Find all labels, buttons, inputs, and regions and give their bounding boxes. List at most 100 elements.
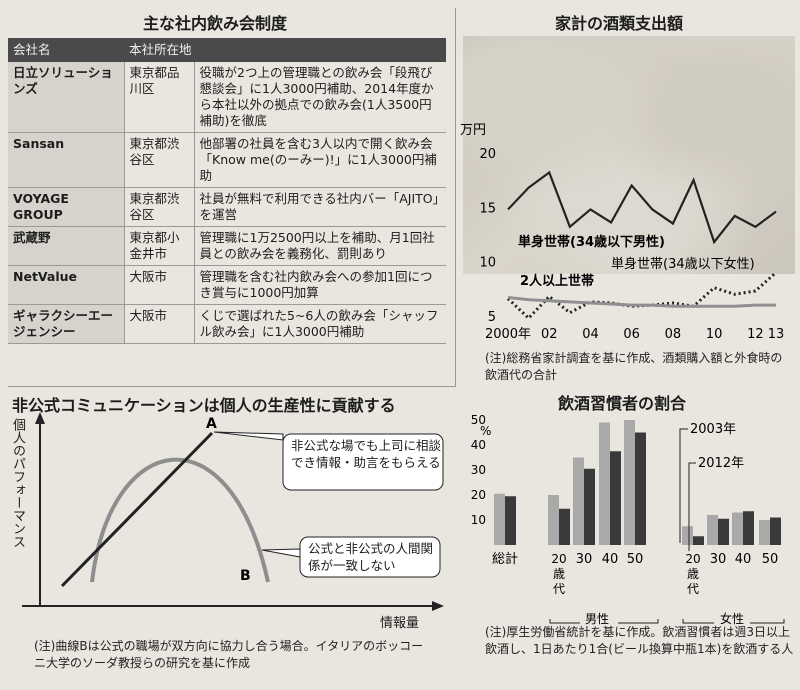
- x-axis-label: 情報量: [380, 616, 420, 631]
- company-cell: ギャラクシーエージェンシー: [8, 304, 124, 344]
- bar-2003年-3: [599, 422, 610, 545]
- bar-2003年-5: [682, 526, 693, 545]
- bar-2003年-8: [759, 520, 770, 545]
- y-tick-label: 10: [479, 256, 496, 271]
- header-location: 本社所在地: [124, 38, 446, 62]
- bar-2003年-0: [494, 493, 505, 545]
- y-tick-label: 20: [479, 147, 496, 162]
- bar-y-unit: %: [480, 424, 491, 438]
- table-row: 武蔵野 東京都小金井市 管理職に1万2500円以上を補助、月1回社員との飲み会を義務…: [8, 226, 446, 266]
- bar-2003年-1: [548, 495, 559, 545]
- location-cell: 大阪市: [123, 304, 195, 344]
- x-tick-label: 12: [747, 327, 764, 342]
- callout-b: [299, 536, 441, 578]
- table-row: Sansan 東京都渋谷区 他部署の社員を含む3人以内で開く飲み会「Know me(…: [8, 132, 446, 188]
- description-cell: 他部署の社員を含む3人以内で開く飲み会「Know me(のーみー)!」に1人30…: [194, 132, 446, 188]
- bar-2003年-7: [732, 512, 743, 545]
- bar-2012年-3: [610, 451, 621, 545]
- curve-b: [90, 457, 270, 583]
- series-label-single-male: 単身世帯(34歳以下男性): [518, 234, 665, 250]
- company-cell: 武蔵野: [8, 226, 124, 266]
- series-single-male: [507, 170, 777, 245]
- x-tick-label: 10: [706, 327, 723, 342]
- productivity-title: 非公式コミュニケーションは個人の生産性に貢献する: [12, 396, 396, 415]
- table-row: ギャラクシーエージェンシー 大阪市 くじで選ばれた5~6人の飲み会「シャッフル飲み会…: [8, 304, 446, 344]
- series-two-plus: [507, 296, 776, 308]
- bar-x-label: 30: [710, 552, 727, 567]
- company-cell: 日立ソリューションズ: [8, 62, 124, 133]
- y-unit-label: 万円: [460, 123, 486, 138]
- location-cell: 東京都渋谷区: [123, 187, 195, 227]
- table-header-row: 会社名 本社所在地: [8, 38, 446, 62]
- bar-y-tick-label: 10: [471, 513, 486, 527]
- location-cell: 大阪市: [123, 265, 195, 305]
- header-company: 会社名: [8, 38, 124, 62]
- company-cell: NetValue: [8, 265, 124, 305]
- description-cell: くじで選ばれた5~6人の飲み会「シャッフル飲み会」に1人3000円補助: [194, 304, 446, 344]
- x-tick-label: 06: [623, 327, 640, 342]
- bar-x-label: 20 歳代: [551, 552, 566, 596]
- expense-note: (注)総務省家計調査を基に作成、酒類購入額と外食時の飲酒代の合計: [485, 351, 783, 382]
- productivity-note: (注)曲線Bは公式の職場が双方向に協力し合う場合。イタリアのボッコーニ大学のソー…: [34, 639, 424, 670]
- company-table: 会社名 本社所在地 日立ソリューションズ 東京都品川区 役職が2つ上の管理職との飲み…: [8, 38, 446, 344]
- table-row: NetValue 大阪市 管理職を含む社内飲み会への参加1回につき賞与に1000円加…: [8, 265, 446, 305]
- bar-2012年-2: [584, 468, 595, 545]
- line-a: [60, 431, 214, 588]
- x-tick-label: 04: [582, 327, 599, 342]
- y-tick-label: 5: [488, 310, 496, 325]
- y-axis-label: 個人のパフォーマンス: [10, 418, 25, 548]
- bar-x-label: 20 歳代: [685, 552, 700, 596]
- legend-2012: 2012年: [698, 456, 744, 471]
- drinking-title: 飲酒習慣者の割合: [558, 394, 687, 413]
- bar-2012年-7: [743, 511, 754, 545]
- bar-x-label: 40: [735, 552, 752, 567]
- table-row: VOYAGE GROUP 東京都渋谷区 社員が無料で利用できる社内バー「AJITO」…: [8, 187, 446, 227]
- x-tick-label: 02: [541, 327, 558, 342]
- callout-b-text: 公式と非公式の人間関係が一致しない: [308, 541, 434, 573]
- bar-2003年-4: [624, 420, 635, 545]
- expense-line-chart: 5 10 15 20 2000年 02 04 06 08 10 12 13 万円 単身世帯(34歳以…: [460, 123, 785, 342]
- location-cell: 東京都小金井市: [123, 226, 195, 266]
- bar-2012年-5: [693, 536, 704, 545]
- location-cell: 東京都品川区: [123, 62, 195, 133]
- bar-2012年-8: [770, 517, 781, 545]
- divider-horizontal: [8, 386, 456, 387]
- legend-2003: 2003年: [690, 422, 736, 437]
- table-row: 日立ソリューションズ 東京都品川区 役職が2つ上の管理職との飲み会「段飛び懇談会」に…: [8, 62, 446, 133]
- description-cell: 管理職に1万2500円以上を補助、月1回社員との飲み会を義務化、罰則あり: [194, 226, 446, 266]
- bar-2012年-4: [635, 432, 646, 545]
- table-title: 主な社内飲み会制度: [143, 14, 288, 33]
- company-cell: Sansan: [8, 132, 124, 188]
- group-label-male: 男性: [585, 612, 609, 626]
- drinking-note: (注)厚生労働省統計を基に作成。飲酒習慣者は週3日以上飲酒し、1日あたり1合(ビ…: [485, 625, 794, 656]
- bar-2012年-6: [718, 518, 729, 545]
- bar-x-label: 50: [627, 552, 644, 567]
- bar-2012年-1: [559, 508, 570, 545]
- y-tick-label: 15: [479, 201, 496, 216]
- productivity-diagram: A B: [22, 412, 444, 611]
- series-label-single-female: 単身世帯(34歳以下女性): [611, 256, 755, 272]
- x-tick-label: 08: [665, 327, 682, 342]
- description-cell: 社員が無料で利用できる社内バー「AJITO」を運営: [194, 187, 446, 227]
- callout-a: [282, 433, 444, 491]
- bar-x-label: 50: [762, 552, 779, 567]
- x-tick-label: 2000年: [485, 327, 531, 342]
- bar-y-tick-label: 40: [471, 438, 486, 452]
- description-cell: 役職が2つ上の管理職との飲み会「段飛び懇談会」に1人3000円補助、2014年度…: [194, 62, 446, 133]
- bar-y-tick-label: 50: [471, 413, 486, 427]
- bar-x-label: 30: [576, 552, 593, 567]
- x-tick-label: 13: [768, 327, 785, 342]
- group-label-female: 女性: [720, 611, 744, 626]
- bar-x-label: 40: [602, 552, 619, 567]
- drinking-bar-chart: % 10 20 30 40 50 総計 20 歳代 30 40 50 20 歳代 30 40 50 2003…: [471, 413, 785, 626]
- bar-2012年-0: [505, 496, 516, 545]
- point-a-label: A: [206, 416, 217, 432]
- bar-x-label: 総計: [492, 551, 518, 567]
- point-b-label: B: [240, 568, 251, 584]
- company-cell: VOYAGE GROUP: [8, 187, 124, 227]
- expense-title: 家計の酒類支出額: [555, 14, 684, 33]
- bar-y-tick-label: 20: [471, 488, 486, 502]
- bar-2003年-6: [707, 515, 718, 545]
- divider-vertical: [455, 8, 456, 386]
- location-cell: 東京都渋谷区: [123, 132, 195, 188]
